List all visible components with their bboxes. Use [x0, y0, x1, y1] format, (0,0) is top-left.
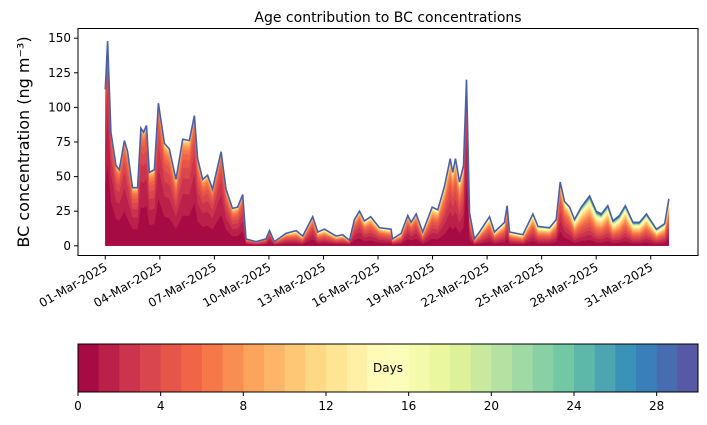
- colorbar-swatch-3: [140, 344, 162, 392]
- colorbar-swatch-11: [305, 344, 327, 392]
- colorbar-swatch-16: [408, 344, 430, 392]
- colorbar-tick-label: 0: [74, 399, 82, 413]
- colorbar-swatch-19: [470, 344, 492, 392]
- colorbar-swatch-8: [243, 344, 265, 392]
- colorbar-tick-label: 28: [649, 399, 664, 413]
- colorbar-swatch-20: [491, 344, 513, 392]
- colorbar-tick-label: 24: [566, 399, 581, 413]
- colorbar: [77, 343, 699, 393]
- colorbar-ticks: 0 4 8 12 16 20 24 28: [74, 392, 664, 413]
- colorbar-swatch-25: [594, 344, 616, 392]
- colorbar-swatch-28: [656, 344, 678, 392]
- colorbar-swatch-27: [636, 344, 658, 392]
- colorbar-swatch-21: [512, 344, 534, 392]
- age-layers: [105, 41, 669, 246]
- colorbar-swatch-24: [574, 344, 596, 392]
- colorbar-swatch-23: [553, 344, 575, 392]
- y-tick-label: 100: [48, 100, 71, 114]
- y-axis: 0 25 50 75 100 125 150: [48, 31, 78, 253]
- colorbar-swatch-14: [367, 344, 389, 392]
- colorbar-swatch-22: [532, 344, 554, 392]
- y-tick-label: 25: [56, 204, 71, 218]
- total-line: [104, 40, 670, 243]
- colorbar-tick-label: 16: [401, 399, 416, 413]
- colorbar-swatch-17: [429, 344, 451, 392]
- chart-title: Age contribution to BC concentrations: [254, 10, 521, 26]
- colorbar-frame: [77, 343, 699, 393]
- colorbar-swatch-9: [264, 344, 286, 392]
- y-tick-label: 50: [56, 170, 71, 184]
- y-axis-label: BC concentration (ng m⁻³): [14, 36, 33, 247]
- colorbar-swatch-6: [202, 344, 224, 392]
- colorbar-swatch-1: [98, 344, 120, 392]
- colorbar-swatch-4: [160, 344, 182, 392]
- total-line-group: [104, 40, 670, 243]
- y-tick-label: 75: [56, 135, 71, 149]
- colorbar-swatch-29: [677, 344, 699, 392]
- colorbar-label: Days: [373, 361, 403, 375]
- y-tick-label: 125: [48, 66, 71, 80]
- colorbar-swatch-7: [222, 344, 244, 392]
- colorbar-swatch-10: [284, 344, 306, 392]
- y-tick-label: 0: [63, 239, 71, 253]
- colorbar-tick-label: 12: [318, 399, 333, 413]
- y-tick-label: 150: [48, 31, 71, 45]
- colorbar-swatch-5: [181, 344, 203, 392]
- colorbar-swatch-26: [615, 344, 637, 392]
- colorbar-swatch-18: [450, 344, 472, 392]
- x-axis: 01-Mar-202504-Mar-202507-Mar-202510-Mar-…: [37, 255, 655, 310]
- age-layer-0: [105, 165, 669, 246]
- colorbar-swatch-12: [326, 344, 348, 392]
- colorbar-tick-label: 8: [240, 399, 248, 413]
- colorbar-swatch-15: [388, 344, 410, 392]
- colorbar-tick-label: 4: [157, 399, 165, 413]
- colorbar-swatch-13: [346, 344, 368, 392]
- colorbar-tick-label: 20: [484, 399, 499, 413]
- colorbar-swatch-2: [119, 344, 141, 392]
- colorbar-swatch-0: [78, 344, 100, 392]
